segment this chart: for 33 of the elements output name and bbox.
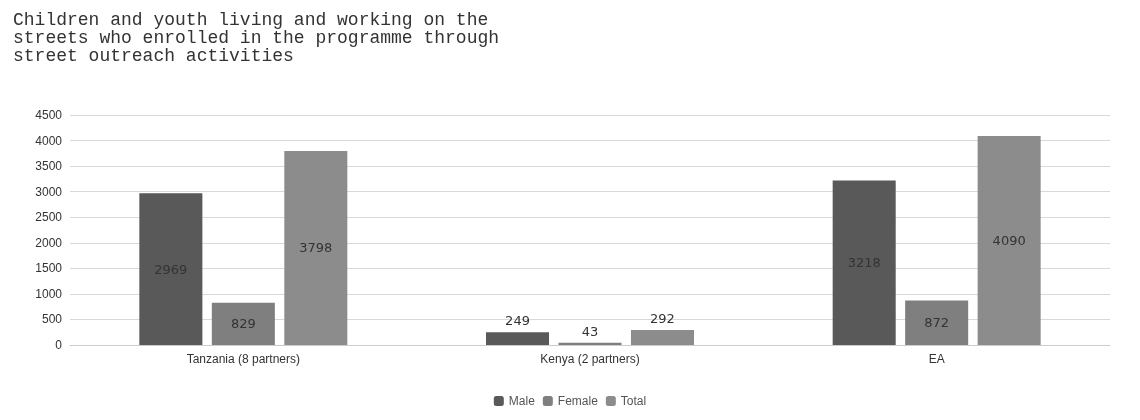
bar [284,150,348,345]
y-tick-label: 3500 [35,159,63,174]
bar [211,302,275,345]
bar [139,193,203,345]
chart-title: Children and youth living and working on the streets who enrolled in the programme through street outreach activities [13,10,500,66]
bar [905,300,969,345]
x-tick-label: Tanzania (8 partners) [186,352,301,366]
legend-label: Female [557,394,599,408]
bar [558,342,622,345]
y-tick-label: 2500 [35,210,63,225]
legend-label: Total [620,394,647,408]
y-tick-label: 4500 [35,108,63,122]
y-tick-label: 2000 [35,235,63,250]
x-tick-label: EA [928,352,945,366]
y-tick-label: 3000 [35,184,63,199]
y-tick-label: 4000 [35,133,63,148]
x-tick-label: Kenya (2 partners) [540,352,640,366]
data-label: 249 [505,313,530,329]
data-label: 872 [924,315,950,331]
bar [486,332,550,345]
data-label: 829 [230,316,256,332]
legend-label: Male [508,394,536,408]
data-label: 3798 [299,240,333,256]
y-tick-label: 0 [55,338,63,352]
data-label: 292 [650,311,675,327]
y-tick-label: 1500 [35,261,63,276]
bar [832,180,896,345]
data-label: 4090 [992,232,1026,248]
bar [977,135,1041,345]
data-label: 43 [581,323,599,339]
y-tick-label: 500 [41,312,63,327]
y-tick-label: 1000 [35,286,63,301]
bar [630,330,694,345]
